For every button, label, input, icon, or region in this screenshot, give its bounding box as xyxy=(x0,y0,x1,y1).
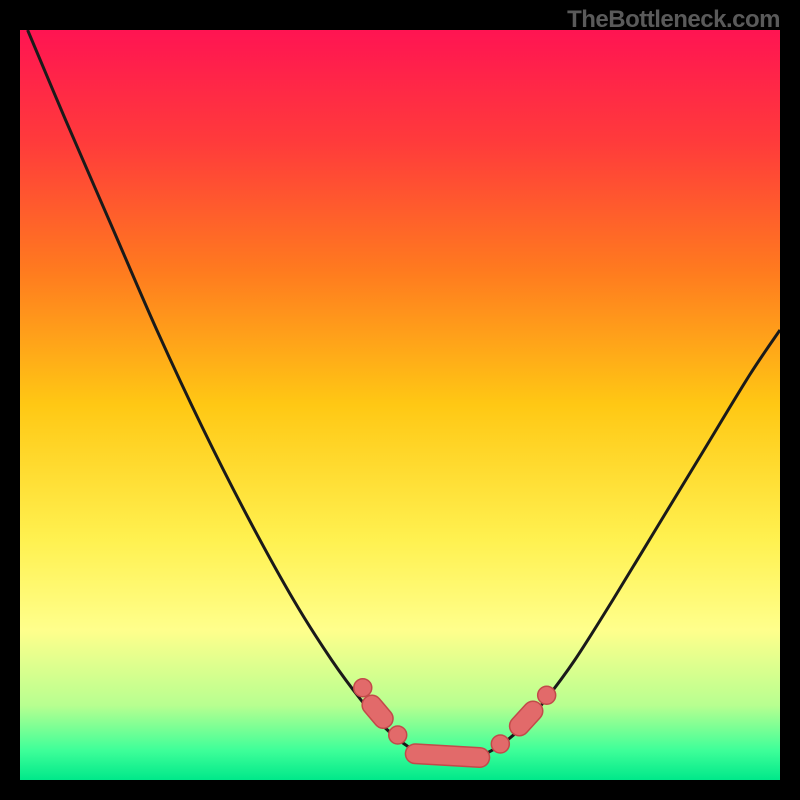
gradient-background xyxy=(20,30,780,780)
chart-frame: TheBottleneck.com xyxy=(0,0,800,800)
curve-marker-dot xyxy=(491,735,509,753)
curve-marker-capsule xyxy=(519,711,533,726)
curve-marker-dot xyxy=(389,726,407,744)
chart-svg xyxy=(20,30,780,780)
curve-marker-dot xyxy=(354,679,372,697)
curve-marker-capsule xyxy=(415,754,480,758)
curve-marker-capsule xyxy=(372,705,383,719)
bottleneck-chart xyxy=(20,30,780,780)
curve-marker-dot xyxy=(538,686,556,704)
